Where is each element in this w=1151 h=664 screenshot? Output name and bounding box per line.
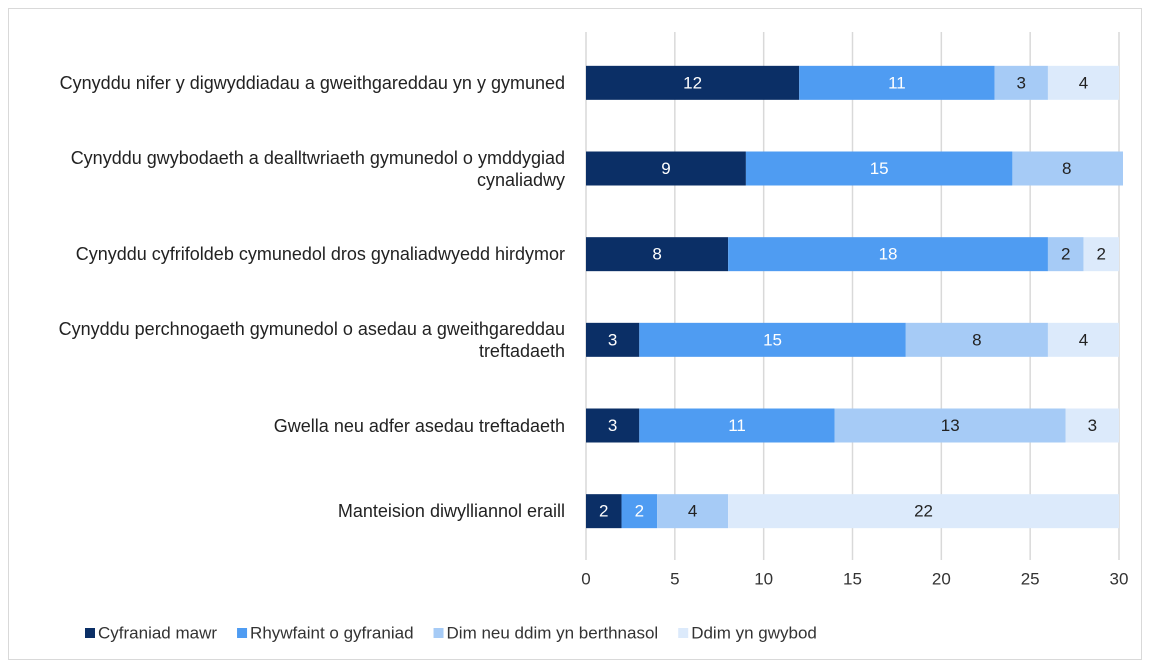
bar-segment	[728, 237, 1048, 272]
data-label: 3	[608, 330, 617, 349]
x-tick-label: 30	[1110, 569, 1129, 588]
bar-segment	[1012, 151, 1123, 186]
bar-segment	[1083, 237, 1119, 272]
x-tick-label: 0	[581, 569, 590, 588]
x-tick-label: 15	[843, 569, 862, 588]
bar-segment	[799, 65, 995, 100]
bar-segment	[905, 322, 1048, 357]
legend-swatch	[85, 628, 95, 638]
chart-border	[8, 8, 1142, 660]
bar-segment	[834, 408, 1066, 443]
legend-label: Ddim yn gwybod	[691, 623, 817, 642]
bar-segment	[1047, 237, 1084, 272]
data-label: 15	[763, 330, 782, 349]
bar-segment	[994, 65, 1048, 100]
y-tick-label: Cynyddu perchnogaeth gymunedol o asedau …	[58, 318, 565, 361]
data-label: 4	[688, 502, 697, 521]
data-label: 4	[1079, 73, 1088, 92]
x-tick-label: 20	[932, 569, 951, 588]
bar-segment	[586, 494, 622, 529]
data-label: 8	[972, 330, 981, 349]
data-label: 4	[1079, 330, 1088, 349]
y-tick-label: Cynyddu cyfrifoldeb cymunedol dros gynal…	[75, 244, 565, 265]
legend-swatch	[678, 628, 689, 638]
legend-label: Dim neu ddim yn berthnasol	[447, 623, 659, 642]
bar-segment	[1047, 65, 1119, 100]
x-tick-label: 5	[670, 569, 679, 588]
y-tick-label: Cynyddu nifer y digwyddiadau a gweithgar…	[59, 72, 565, 93]
y-tick-label: Gwella neu adfer asedau treftadaeth	[273, 415, 565, 436]
data-label: 11	[728, 416, 746, 435]
data-label: 3	[1088, 416, 1097, 435]
legend-swatch	[237, 628, 248, 638]
data-label: 2	[599, 502, 608, 521]
data-label: 3	[608, 416, 617, 435]
bar-segment	[639, 322, 906, 357]
y-tick-label: Manteision diwylliannol eraill	[337, 501, 565, 522]
data-label: 11	[888, 73, 906, 92]
grid	[585, 32, 1120, 560]
y-tick-label: Cynyddu gwybodaeth a dealltwriaeth gymun…	[70, 147, 565, 190]
data-label: 12	[683, 73, 702, 92]
data-label: 8	[1062, 159, 1071, 178]
bar-segment	[728, 494, 1119, 529]
x-tick-label: 25	[1021, 569, 1040, 588]
data-label: 22	[914, 502, 933, 521]
data-label: 2	[635, 502, 644, 521]
bar-segment	[745, 151, 1013, 186]
bar-segment	[586, 322, 640, 357]
data-label: 8	[652, 245, 661, 264]
bar-segment	[657, 494, 729, 529]
legend-label: Cyfraniad mawr	[98, 623, 217, 642]
bar-segment	[1047, 322, 1119, 357]
bar-segment	[1065, 408, 1119, 443]
legend-swatch	[433, 628, 444, 638]
bars	[586, 65, 1123, 529]
bar-segment	[586, 151, 746, 186]
bar-segment	[639, 408, 835, 443]
bar-segment	[586, 408, 640, 443]
data-label: 2	[1061, 245, 1070, 264]
bar-segment	[586, 65, 800, 100]
data-label: 15	[870, 159, 889, 178]
data-label: 9	[661, 159, 670, 178]
data-label: 13	[941, 416, 960, 435]
x-tick-label: 10	[754, 569, 773, 588]
legend-label: Rhywfaint o gyfraniad	[250, 623, 413, 642]
data-label: 2	[1096, 245, 1105, 264]
bar-segment	[586, 237, 729, 272]
bar-segment	[621, 494, 658, 529]
data-label: 3	[1017, 73, 1026, 92]
data-label: 18	[879, 245, 898, 264]
